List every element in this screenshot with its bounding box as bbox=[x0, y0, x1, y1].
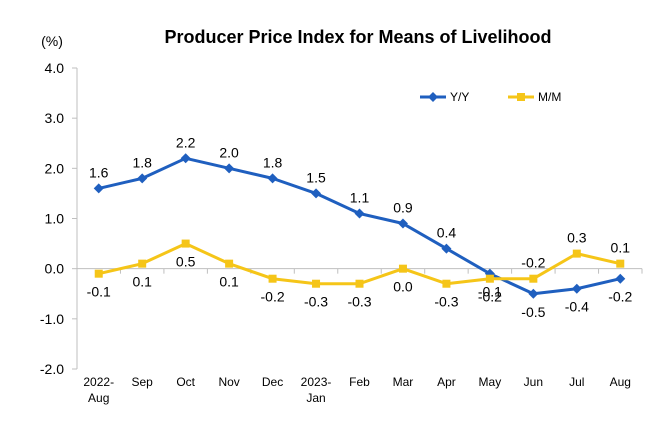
axes: 4.0 3.0 2.0 1.0 0.0 -1.0 -2.0 2022-Aug Sep Oct Nov… bbox=[40, 60, 643, 405]
data-label: 0.1 bbox=[219, 274, 239, 290]
data-point bbox=[442, 279, 451, 288]
data-label: -0.3 bbox=[347, 294, 371, 310]
x-tick-label: Dec bbox=[262, 375, 283, 389]
data-label: -0.2 bbox=[608, 289, 632, 305]
data-point bbox=[225, 259, 234, 268]
data-point bbox=[616, 259, 625, 268]
data-label: 1.6 bbox=[89, 164, 109, 180]
data-label: 1.8 bbox=[132, 154, 152, 170]
data-point bbox=[615, 273, 626, 284]
y-tick-label: 4.0 bbox=[45, 60, 65, 76]
data-point bbox=[94, 269, 103, 278]
data-point bbox=[267, 173, 278, 184]
data-label: 0.4 bbox=[437, 225, 457, 241]
legend-marker bbox=[517, 93, 525, 101]
x-tick-label: 2022-Aug bbox=[83, 375, 114, 405]
data-point bbox=[572, 249, 581, 258]
x-tick-label: May bbox=[479, 375, 502, 389]
y-tick-label: 1.0 bbox=[45, 211, 65, 227]
x-tick-label: Nov bbox=[218, 375, 239, 389]
y-tick-label: 3.0 bbox=[45, 110, 65, 126]
data-label: -0.5 bbox=[521, 304, 545, 320]
data-label: 0.5 bbox=[176, 254, 196, 270]
x-tick-label: Sep bbox=[132, 375, 154, 389]
data-label: 0.0 bbox=[393, 279, 413, 295]
data-label: -0.2 bbox=[261, 289, 285, 305]
data-label: -0.2 bbox=[521, 255, 545, 271]
x-tick-label: Jul bbox=[569, 375, 584, 389]
y-tick-label: -2.0 bbox=[40, 361, 64, 377]
x-tick-label: Apr bbox=[437, 375, 456, 389]
data-label: 0.1 bbox=[132, 274, 152, 290]
data-point bbox=[137, 173, 148, 184]
data-point bbox=[224, 163, 235, 174]
data-label: 0.9 bbox=[393, 200, 413, 216]
y-tick-label: 2.0 bbox=[45, 160, 65, 176]
data-point bbox=[485, 274, 494, 283]
data-label: 0.3 bbox=[567, 230, 587, 246]
data-point bbox=[529, 274, 538, 283]
data-label: -0.3 bbox=[304, 294, 328, 310]
chart-title: Producer Price Index for Means of Liveli… bbox=[164, 27, 551, 47]
legend-label: Y/Y bbox=[450, 90, 469, 104]
x-tick-label: Mar bbox=[393, 375, 414, 389]
data-label: 2.0 bbox=[219, 144, 239, 160]
y-tick-label: 0.0 bbox=[45, 261, 65, 277]
data-point bbox=[355, 279, 364, 288]
data-point bbox=[354, 208, 365, 219]
data-label: -0.1 bbox=[478, 284, 502, 300]
data-point bbox=[397, 218, 408, 229]
data-point bbox=[138, 259, 147, 268]
y-tick-label: -1.0 bbox=[40, 311, 64, 327]
data-label: 0.1 bbox=[611, 240, 631, 256]
legend-item: Y/Y bbox=[420, 90, 469, 104]
legend: Y/Y M/M bbox=[420, 90, 561, 104]
series-mm: -0.1 0.1 0.5 0.1 -0.2 -0.3 -0.3 0.0 -0.3 -0.2 -0.2… bbox=[87, 230, 631, 310]
x-tick-label: Oct bbox=[176, 375, 195, 389]
legend-item: M/M bbox=[508, 90, 561, 104]
data-point bbox=[311, 188, 322, 199]
data-point bbox=[571, 283, 582, 294]
legend-marker bbox=[428, 92, 438, 102]
data-point bbox=[181, 239, 190, 248]
data-label: -0.3 bbox=[434, 294, 458, 310]
data-label: 1.1 bbox=[350, 189, 370, 205]
data-point bbox=[312, 279, 321, 288]
data-point bbox=[398, 264, 407, 273]
data-label: -0.2 bbox=[478, 289, 502, 305]
legend-label: M/M bbox=[538, 90, 561, 104]
x-tick-label: Jun bbox=[524, 375, 543, 389]
data-point bbox=[268, 274, 277, 283]
data-point bbox=[180, 153, 191, 164]
series-yy: 1.61.82.22.01.81.51.10.90.4-0.1-0.5 -0.4-… bbox=[89, 134, 633, 319]
x-tick-label: Aug bbox=[610, 375, 631, 389]
data-label: 2.2 bbox=[176, 134, 196, 150]
data-label: -0.1 bbox=[87, 284, 111, 300]
data-point bbox=[441, 243, 452, 254]
data-label: -0.4 bbox=[565, 299, 589, 315]
x-tick-label: Feb bbox=[349, 375, 370, 389]
data-label: 1.5 bbox=[306, 169, 326, 185]
data-point bbox=[93, 183, 104, 194]
x-tick-label: 2023-Jan bbox=[301, 375, 332, 405]
data-label: 1.8 bbox=[263, 154, 283, 170]
data-point bbox=[528, 288, 539, 299]
y-axis-unit-label: (%) bbox=[41, 33, 63, 49]
series-layer: 1.61.82.22.01.81.51.10.90.4-0.1-0.5 -0.4-… bbox=[87, 134, 633, 319]
